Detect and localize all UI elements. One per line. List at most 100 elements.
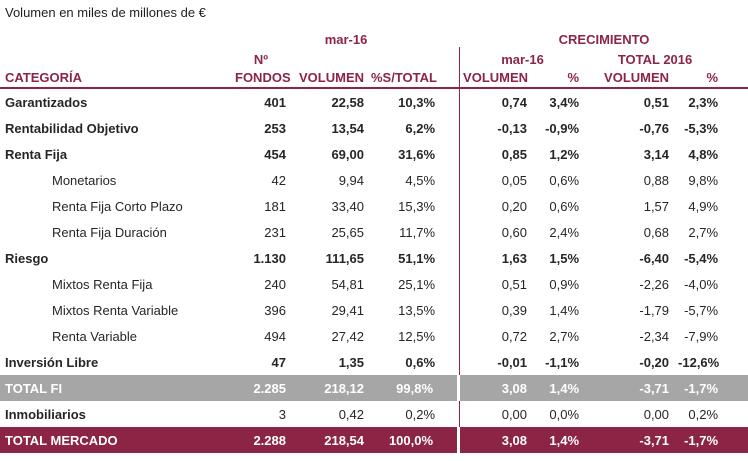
row-label: Inversión Libre (5, 354, 99, 370)
cell-c_volumen: 0,51 (501, 276, 528, 292)
cell-fondos: 253 (264, 120, 286, 136)
cell-pct_total: 6,2% (368, 115, 461, 141)
header-empty (0, 47, 232, 67)
cell-c_pct: 1,4% (530, 375, 586, 401)
header-empty (290, 47, 368, 67)
cell-t_pct: -1,7% (675, 375, 748, 401)
row-label: Rentabilidad Objetivo (5, 120, 139, 136)
col-header-total2016-volumen: VOLUMEN (585, 67, 676, 89)
cell-volumen: 27,42 (331, 328, 364, 344)
table-row: Renta Fija Duración 231 25,65 11,7% 0,60 2,4%… (0, 219, 748, 245)
cell-volumen: 218,12 (290, 375, 368, 401)
table-row: Mixtos Renta Variable 396 29,41 13,5% 0,39 1,… (0, 297, 748, 323)
cell-pct_total: 0,6% (368, 349, 461, 375)
cell-fondos: 2.285 (232, 375, 290, 401)
row-label: Mixtos Renta Variable (52, 302, 179, 318)
row-label: Renta Fija (5, 146, 68, 162)
cell-fondos: 401 (264, 94, 286, 110)
header-sub-total2016: TOTAL 2016 (617, 52, 693, 67)
cell-pct_total: 10,3% (368, 89, 461, 115)
cell-volumen: 29,41 (331, 302, 364, 318)
cell-c_volumen: -0,01 (497, 354, 528, 370)
cell-volumen: 22,58 (331, 94, 364, 110)
cell-fondos: 181 (264, 198, 286, 214)
row-label: Inmobiliarios (5, 406, 86, 422)
cell-t_volumen: -3,71 (585, 427, 676, 453)
cell-t_pct: -7,9% (684, 328, 719, 344)
cell-c_volumen: 0,20 (501, 198, 528, 214)
row-label: TOTAL MERCADO (0, 427, 232, 453)
cell-t_volumen: -0,76 (639, 120, 670, 136)
table-body: Garantizados 401 22,58 10,3% 0,74 3,4% 0,51 2,3… (0, 89, 748, 453)
cell-pct_total: 31,6% (368, 141, 461, 167)
cell-c_volumen: 0,05 (501, 172, 528, 188)
cell-c_pct: 3,4% (549, 94, 580, 110)
cell-c_volumen: 0,00 (501, 406, 528, 422)
cell-t_volumen: -0,20 (639, 354, 670, 370)
cell-t_pct: -5,3% (684, 120, 719, 136)
table-row: TOTAL MERCADO 2.288 218,54 100,0% 3,08 1,4% -3… (0, 427, 748, 453)
cell-fondos: 47 (271, 354, 286, 370)
cell-c_volumen: 0,74 (501, 94, 528, 110)
header-sub-mar16: mar-16 (501, 52, 544, 67)
cell-fondos: 494 (264, 328, 286, 344)
cell-c_pct: 1,2% (549, 146, 580, 162)
cell-fondos: 1.130 (253, 250, 286, 266)
cell-pct_total: 13,5% (368, 297, 461, 323)
cell-t_volumen: -2,26 (639, 276, 670, 292)
col-header-categoria: CATEGORÍA (0, 67, 232, 89)
cell-volumen: 13,54 (331, 120, 364, 136)
header-group-mar16: mar-16 (324, 32, 368, 47)
col-header-fondos: FONDOS (232, 67, 290, 89)
row-label: Riesgo (5, 250, 49, 266)
cell-t_pct: -5,7% (684, 302, 719, 318)
cell-c_volumen: -0,13 (497, 120, 528, 136)
cell-c_pct: 2,7% (549, 328, 580, 344)
table-row: Renta Fija Corto Plazo 181 33,40 15,3% 0,20 0… (0, 193, 748, 219)
cell-c_pct: 1,5% (549, 250, 580, 266)
cell-t_volumen: -2,34 (639, 328, 670, 344)
cell-fondos: 2.288 (232, 427, 290, 453)
cell-c_volumen: 0,39 (501, 302, 528, 318)
table-row: Rentabilidad Objetivo 253 13,54 6,2% -0,13 -0… (0, 115, 748, 141)
header-sub-n: Nº (253, 52, 269, 67)
cell-pct_total: 25,1% (368, 271, 461, 297)
row-label: Renta Fija Corto Plazo (52, 198, 183, 214)
header-subgroup-row: Nº mar-16 TOTAL 2016 (0, 47, 748, 67)
cell-volumen: 33,40 (331, 198, 364, 214)
cell-volumen: 218,54 (290, 427, 368, 453)
cell-t_volumen: -1,79 (639, 302, 670, 318)
cell-c_volumen: 0,72 (501, 328, 528, 344)
table-row: Inversión Libre 47 1,35 0,6% -0,01 -1,1% -0,20… (0, 349, 748, 375)
cell-t_volumen: -6,40 (639, 250, 670, 266)
table-row: Riesgo 1.130 111,65 51,1% 1,63 1,5% -6,40 -5,4% (0, 245, 748, 271)
cell-volumen: 69,00 (331, 146, 364, 162)
cell-t_volumen: 0,00 (643, 406, 670, 422)
cell-t_volumen: 3,14 (643, 146, 670, 162)
cell-pct_total: 4,5% (368, 167, 461, 193)
table-row: Renta Fija 454 69,00 31,6% 0,85 1,2% 3,14 4,8% (0, 141, 748, 167)
cell-t_pct: 2,3% (688, 94, 719, 110)
cell-fondos: 231 (264, 224, 286, 240)
header-group-row: mar-16 CRECIMIENTO (0, 23, 748, 47)
row-label: Monetarios (52, 172, 117, 188)
table-row: Monetarios 42 9,94 4,5% 0,05 0,6% 0,88 9,8% (0, 167, 748, 193)
cell-c_pct: 0,6% (549, 172, 580, 188)
cell-fondos: 240 (264, 276, 286, 292)
cell-c_pct: 1,4% (549, 302, 580, 318)
cell-t_pct: -5,4% (684, 250, 719, 266)
cell-c_volumen: 3,08 (460, 375, 531, 401)
cell-t_pct: 9,8% (688, 172, 719, 188)
table-header: mar-16 CRECIMIENTO Nº mar-16 TOTAL 2016 … (0, 23, 748, 89)
cell-t_pct: 4,8% (688, 146, 719, 162)
cell-c_volumen: 3,08 (460, 427, 531, 453)
cell-volumen: 25,65 (331, 224, 364, 240)
row-label: Renta Fija Duración (52, 224, 167, 240)
col-header-volumen: VOLUMEN (290, 67, 368, 89)
cell-pct_total: 99,8% (368, 375, 461, 401)
cell-fondos: 454 (264, 146, 286, 162)
cell-fondos: 396 (264, 302, 286, 318)
cell-t_pct: -12,6% (678, 354, 720, 370)
table-row: Garantizados 401 22,58 10,3% 0,74 3,4% 0,51 2,3… (0, 89, 748, 115)
cell-pct_total: 0,2% (368, 401, 461, 427)
